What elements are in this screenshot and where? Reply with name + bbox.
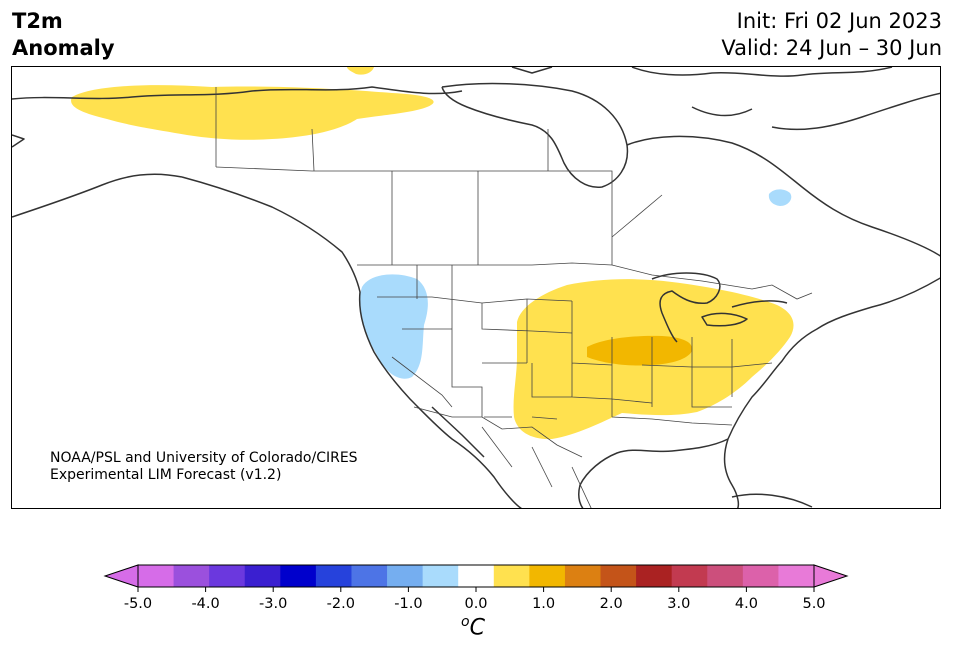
- colorbar-swatch: [778, 565, 815, 587]
- anomaly-warm-northern-canada: [71, 85, 434, 140]
- hudson-bay: [441, 82, 629, 188]
- colorbar-tick-label: 4.0: [735, 596, 758, 612]
- colorbar-swatch: [671, 565, 708, 587]
- colorbar-under-arrow: [103, 564, 139, 588]
- canadian-provinces: [215, 128, 663, 265]
- unit-letter: C: [469, 615, 485, 641]
- colorbar-tick-label: -4.0: [191, 596, 219, 612]
- colorbar-swatch: [315, 565, 352, 587]
- colorbar-swatch: [173, 565, 210, 587]
- colorbar-swatch: [493, 565, 530, 587]
- unit-degree: o: [461, 614, 470, 630]
- colorbar-swatch: [636, 565, 673, 587]
- anomaly-map: [12, 67, 940, 508]
- colorbar-tick-label: 2.0: [600, 596, 623, 612]
- credit-line-1: NOAA/PSL and University of Colorado/CIRE…: [50, 450, 358, 466]
- colorbar-swatch: [280, 565, 317, 587]
- colorbar-tick-label: 0.0: [464, 596, 487, 612]
- colorbar-swatch: [244, 565, 281, 587]
- gulf-coast: [578, 438, 729, 508]
- colorbar-ticks: -5.0 -4.0 -3.0 -2.0 -1.0 0.0 1.0 2.0 3.0 4.0 5.0: [124, 587, 826, 612]
- colorbar-swatch: [351, 565, 388, 587]
- colorbar: -5.0 -4.0 -3.0 -2.0 -1.0 0.0 1.0 2.0 3.0 4.0 5.0: [103, 564, 849, 612]
- us-canada-border: [357, 262, 813, 300]
- colorbar-over-arrow: [813, 564, 849, 588]
- mexico-states: [481, 426, 592, 508]
- colorbar-swatch: [564, 565, 602, 587]
- colorbar-swatch: [209, 565, 246, 587]
- credit-line-2: Experimental LIM Forecast (v1.2): [50, 467, 282, 483]
- coastlines: [12, 67, 940, 508]
- anomaly-fills: [71, 67, 794, 440]
- forecast-dates: Init: Fri 02 Jun 2023 Valid: 24 Jun – 30…: [721, 8, 942, 62]
- colorbar-swatch: [707, 565, 744, 587]
- anomaly-cool-pacific-northwest: [359, 274, 428, 379]
- us-state-lines: [377, 265, 773, 426]
- atlantic-coast: [723, 277, 940, 508]
- colorbar-swatch: [600, 565, 637, 587]
- cuba: [731, 493, 813, 508]
- colorbar-tick-label: -2.0: [327, 596, 355, 612]
- credit-text: NOAA/PSL and University of Colorado/CIRE…: [50, 450, 358, 484]
- us-mexico-border: [413, 406, 583, 458]
- init-date: Init: Fri 02 Jun 2023: [736, 9, 942, 33]
- anomaly-warm-ohio-valley: [587, 335, 693, 366]
- pacific-coast: [181, 176, 523, 508]
- political-borders: [215, 87, 813, 508]
- arctic-coast: [12, 86, 463, 100]
- title-line-2: Anomaly: [12, 36, 115, 60]
- colorbar-swatch: [387, 565, 424, 587]
- colorbar-swatch: [742, 565, 779, 587]
- gulf-of-california: [431, 406, 485, 458]
- colorbar-tick-label: -3.0: [259, 596, 287, 612]
- colorbar-unit: oC: [461, 614, 485, 640]
- colorbar-swatch: [422, 565, 459, 587]
- colorbar-swatches: [103, 564, 849, 588]
- labrador-coast: [626, 135, 940, 257]
- colorbar-swatch: [138, 565, 175, 587]
- colorbar-swatch: [529, 565, 566, 587]
- colorbar-tick-label: 5.0: [802, 596, 825, 612]
- map-panel: NOAA/PSL and University of Colorado/CIRE…: [11, 66, 941, 509]
- colorbar-tick-label: -1.0: [394, 596, 422, 612]
- colorbar-tick-label: 3.0: [667, 596, 690, 612]
- anomaly-warm-hudson: [347, 67, 374, 75]
- canadian-archipelago: [511, 67, 940, 131]
- alaska-coast: [12, 134, 183, 218]
- map-title: T2m Anomaly: [12, 8, 115, 62]
- anomaly-cool-quebec: [768, 189, 792, 206]
- title-line-1: T2m: [12, 9, 63, 33]
- colorbar-tick-label: 1.0: [532, 596, 555, 612]
- valid-date: Valid: 24 Jun – 30 Jun: [721, 36, 942, 60]
- great-lakes: [651, 272, 788, 343]
- colorbar-swatch: [458, 565, 495, 587]
- colorbar-tick-label: -5.0: [124, 596, 152, 612]
